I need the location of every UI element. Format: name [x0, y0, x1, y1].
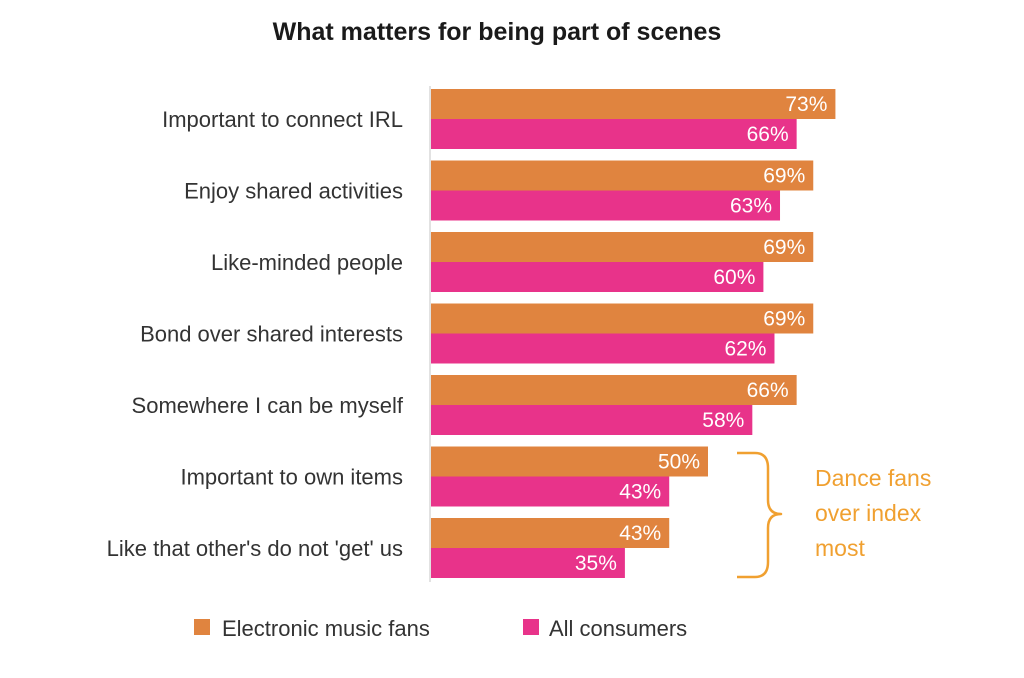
annotation-text: Dance fans over index most: [815, 465, 938, 561]
legend-label-electronic-music-fans: Electronic music fans: [222, 616, 430, 641]
bar-all-consumers: [431, 548, 625, 578]
bar-electronic-music-fans: [431, 375, 797, 405]
bar-all-consumers: [431, 333, 775, 364]
annotation-line: Dance fans: [815, 465, 931, 491]
annotation-bracket: [737, 451, 783, 579]
legend-swatch-electronic-music-fans: [194, 619, 210, 635]
bar-value-label: 43%: [619, 522, 661, 545]
bar-value-label: 35%: [575, 552, 617, 575]
category-label: Bond over shared interests: [140, 322, 403, 347]
category-label: Like-minded people: [211, 250, 403, 275]
bar-value-label: 60%: [713, 266, 755, 289]
bar-value-label: 69%: [763, 236, 805, 259]
bar-value-label: 50%: [658, 451, 700, 474]
bar-electronic-music-fans: [431, 446, 708, 477]
bar-all-consumers: [431, 405, 753, 435]
bar-electronic-music-fans: [431, 232, 814, 262]
legend: Electronic music fans All consumers: [194, 616, 687, 641]
annotation-line: over index: [815, 500, 922, 526]
bar-value-label: 43%: [619, 481, 661, 504]
category-labels: Important to connect IRL Enjoy shared act…: [107, 107, 404, 561]
bar-value-label: 58%: [702, 409, 744, 432]
bar-all-consumers: [431, 262, 764, 292]
category-label: Important to connect IRL: [162, 107, 403, 132]
bar-electronic-music-fans: [431, 518, 670, 548]
chart-title: What matters for being part of scenes: [273, 18, 722, 46]
bar-electronic-music-fans: [431, 303, 814, 334]
legend-label-all-consumers: All consumers: [549, 616, 687, 641]
bars-layer: 73%66%69%63%69%60%69%62%66%58%50%43%43%3…: [431, 89, 836, 578]
category-label: Somewhere I can be myself: [132, 393, 404, 418]
bar-value-label: 69%: [763, 165, 805, 188]
bar-value-label: 63%: [730, 195, 772, 218]
category-label: Like that other's do not 'get' us: [107, 536, 403, 561]
bar-value-label: 66%: [747, 379, 789, 402]
bar-value-label: 66%: [747, 123, 789, 146]
category-label: Important to own items: [180, 465, 403, 490]
annotation-line: most: [815, 535, 865, 561]
bar-all-consumers: [431, 476, 670, 507]
category-label: Enjoy shared activities: [184, 179, 403, 204]
bar-electronic-music-fans: [431, 89, 836, 119]
bar-all-consumers: [431, 190, 781, 221]
bar-electronic-music-fans: [431, 160, 814, 191]
legend-swatch-all-consumers: [523, 619, 539, 635]
bar-value-label: 69%: [763, 308, 805, 331]
bar-value-label: 62%: [724, 338, 766, 361]
bar-value-label: 73%: [785, 93, 827, 116]
bar-all-consumers: [431, 119, 797, 149]
